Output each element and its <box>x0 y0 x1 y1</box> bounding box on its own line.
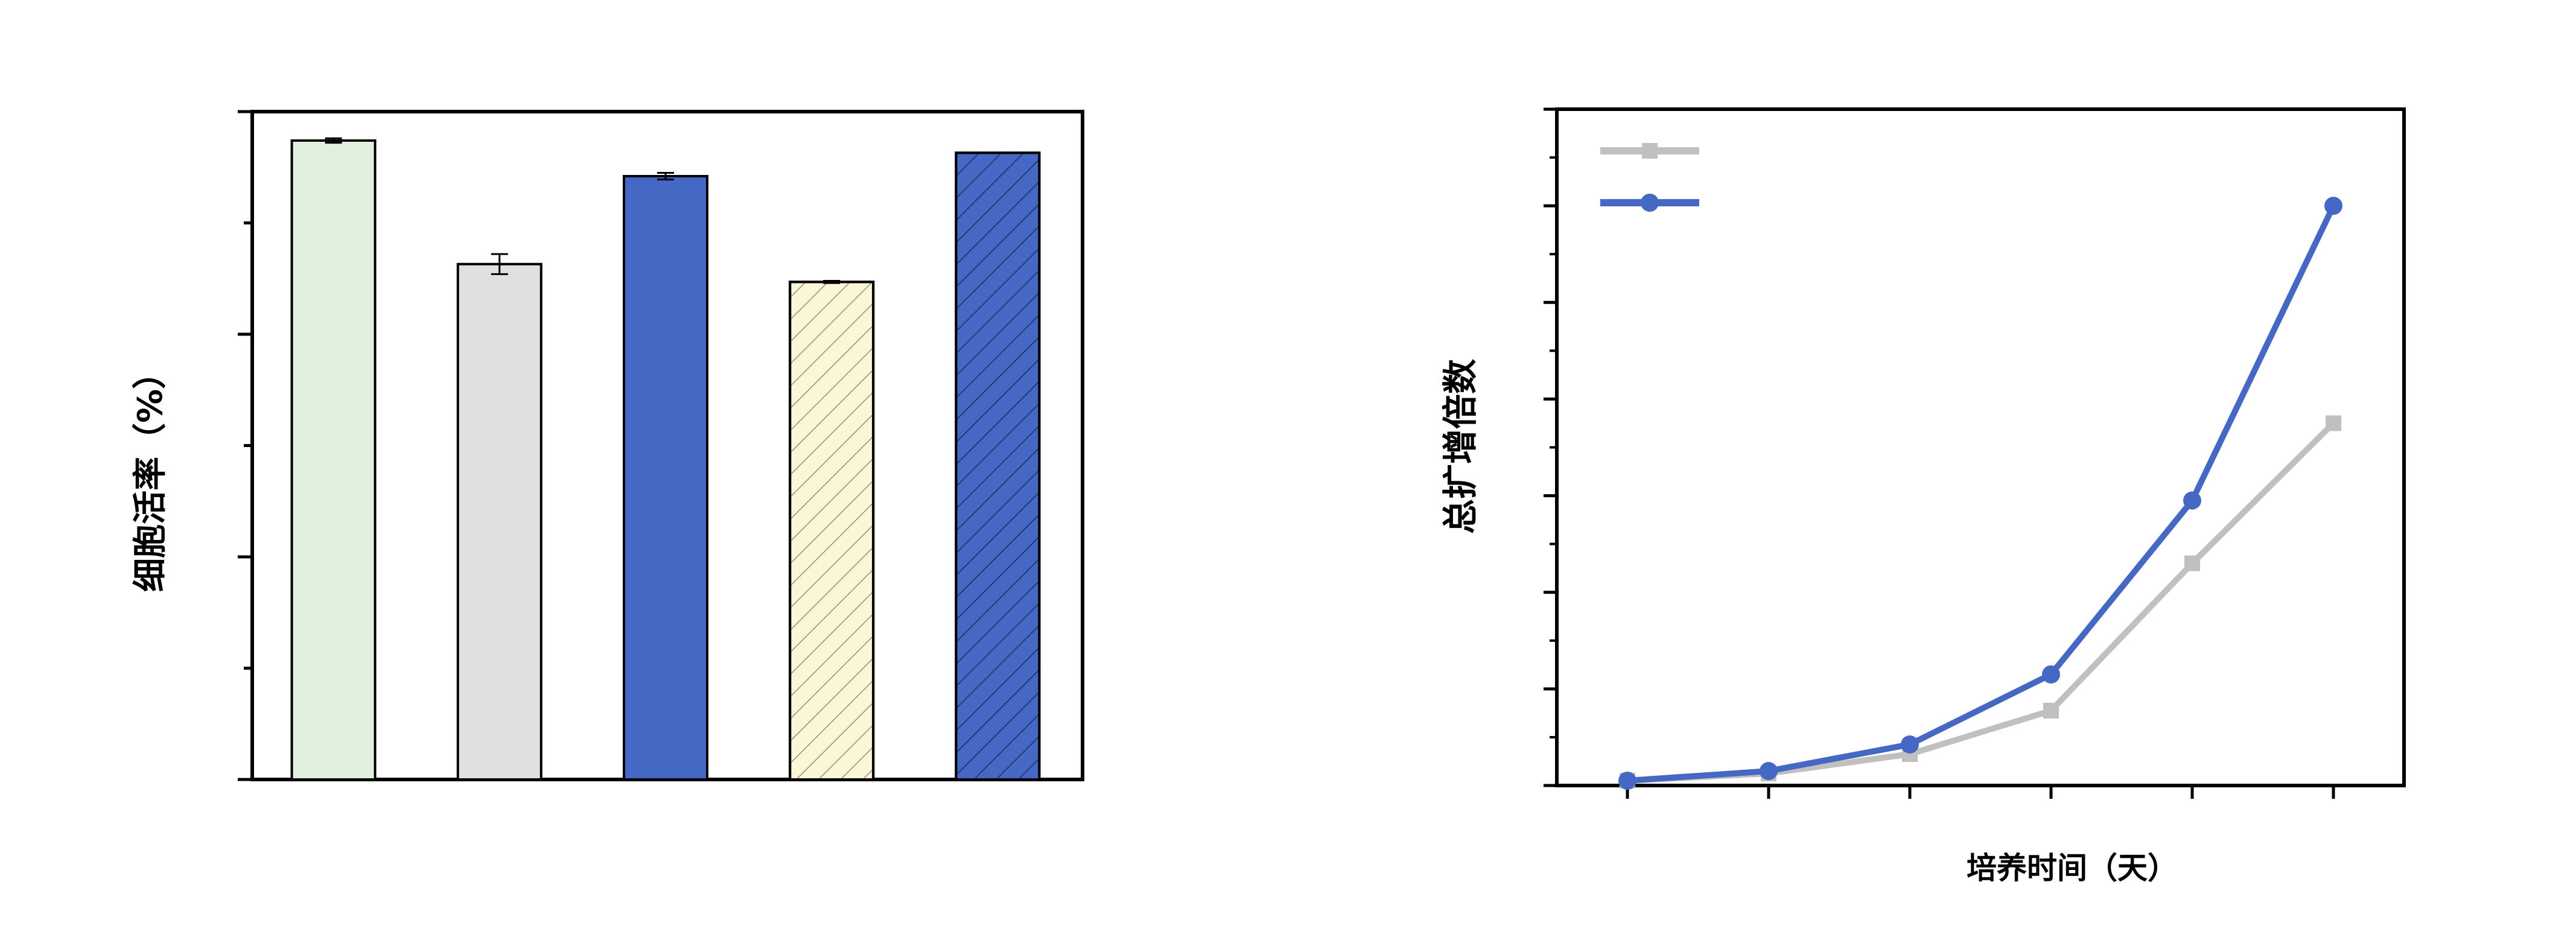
bar-chart: 细胞活率（%） <box>131 110 1084 781</box>
line-series <box>1618 197 2342 790</box>
line-y-axis-label: 总扩增倍数 <box>1440 359 1481 534</box>
series-point <box>2184 555 2200 571</box>
series-point <box>1760 761 1778 780</box>
series-point <box>2183 491 2201 510</box>
line-x-axis-label: 培养时间（天） <box>1967 851 2178 886</box>
series-point <box>1901 735 1919 754</box>
series-line <box>1627 204 2336 784</box>
bar-y-axis-label: 细胞活率（%） <box>131 355 170 592</box>
bar <box>456 262 542 781</box>
bar-hatch-overlay <box>955 151 1041 781</box>
line-chart: 总扩增倍数 培养时间（天） <box>1440 107 2406 886</box>
series-point <box>2043 702 2059 719</box>
legend-marker <box>1641 194 1659 212</box>
legend <box>1600 143 1699 212</box>
series-point <box>2324 197 2342 215</box>
bars <box>290 137 1041 781</box>
series-point <box>2326 415 2341 431</box>
bar <box>290 139 377 781</box>
bar-hatch-overlay <box>789 281 875 781</box>
line-axes <box>1544 107 2406 799</box>
series-point <box>2042 665 2060 684</box>
bar <box>623 175 708 781</box>
series-point <box>1618 771 1636 790</box>
series-line <box>1627 421 2336 784</box>
legend-marker <box>1642 143 1658 159</box>
line-plot-frame <box>1555 107 2406 787</box>
